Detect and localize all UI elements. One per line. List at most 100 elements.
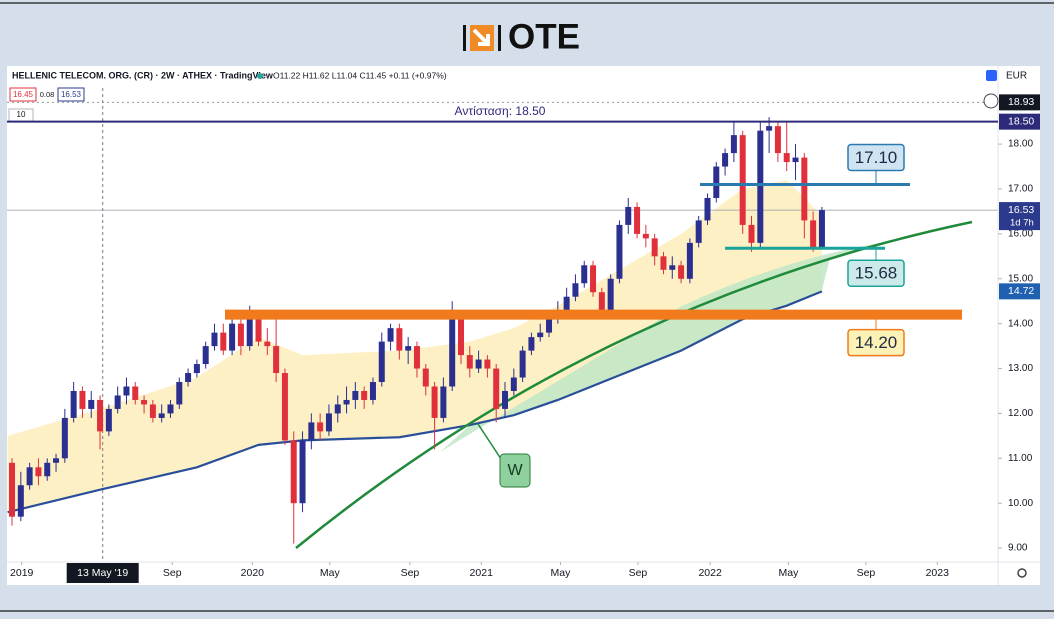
indicator-length[interactable]: 10 — [17, 110, 26, 119]
candle-body — [581, 265, 588, 284]
currency-icon[interactable] — [986, 70, 997, 81]
price-marker-box — [999, 113, 1040, 130]
candle-body — [748, 224, 755, 243]
candle-body — [246, 319, 253, 347]
candle-body — [141, 399, 148, 405]
price-marker-box — [999, 283, 1040, 300]
candle-body — [369, 382, 376, 400]
candle-body — [35, 467, 42, 477]
candle-body — [132, 386, 139, 400]
candle-body — [149, 404, 156, 418]
candle-body — [299, 440, 306, 504]
candle-body — [766, 126, 773, 131]
candle-body — [493, 368, 500, 409]
x-tick-label: May — [320, 567, 341, 579]
candle-body — [642, 233, 649, 239]
y-tick-label: 18.00 — [1008, 139, 1033, 150]
annotation-label: W — [507, 462, 523, 479]
candle-body — [607, 278, 614, 311]
crosshair-label: 13 May '19 — [77, 567, 128, 579]
x-tick-label: 2022 — [698, 567, 722, 579]
candle-body — [757, 130, 764, 243]
candle-body — [317, 422, 324, 432]
annotation-box — [499, 453, 531, 488]
candle-body — [334, 404, 341, 414]
price-marker-label: 16.53 — [1008, 204, 1034, 216]
candle-body — [651, 238, 658, 257]
candle-body — [220, 332, 227, 351]
sell-price[interactable]: 16.45 — [13, 90, 34, 99]
currency[interactable]: EUR — [1006, 71, 1027, 82]
y-tick-label: 17.00 — [1008, 184, 1033, 195]
crosshair-plus[interactable] — [983, 93, 999, 109]
y-tick-label: 9.00 — [1008, 543, 1028, 554]
y-tick-label: 15.00 — [1008, 273, 1033, 284]
band-fill — [7, 180, 822, 513]
candle-body — [264, 341, 271, 347]
logo: OTE — [463, 17, 580, 56]
level-label: 17.10 — [855, 148, 898, 167]
x-tick-label: Sep — [401, 567, 420, 579]
candle-body — [457, 314, 464, 356]
candle-body — [396, 328, 403, 351]
status-dot — [257, 73, 263, 79]
candle-body — [572, 283, 579, 297]
candle-body — [281, 373, 288, 441]
candle-body — [686, 242, 693, 279]
price-countdown: 1d 7h — [1010, 218, 1034, 229]
x-tick-label: Sep — [629, 567, 648, 579]
level-box — [847, 259, 905, 287]
buy-price[interactable]: 16.53 — [61, 90, 82, 99]
candle-body — [61, 417, 68, 459]
x-tick-label: 2020 — [241, 567, 265, 579]
plot-area — [7, 88, 998, 562]
candle-body — [105, 408, 112, 432]
buy-button[interactable] — [57, 87, 85, 102]
candle-body — [739, 135, 746, 225]
x-tick-label: 2023 — [926, 567, 950, 579]
candle-body — [325, 413, 332, 432]
annotation-pointer — [477, 423, 504, 463]
logo-text: OTE — [508, 17, 580, 56]
logo-bar — [498, 25, 501, 51]
logo-arrow — [472, 28, 490, 46]
candle-body — [475, 359, 482, 369]
candle-body — [792, 157, 799, 163]
candle-body — [678, 265, 685, 279]
x-tick-label: May — [551, 567, 572, 579]
candle-body — [722, 153, 729, 167]
candle-body — [26, 467, 33, 486]
settings-icon[interactable] — [1017, 568, 1027, 578]
sell-button[interactable] — [9, 87, 37, 102]
candle-body — [9, 462, 16, 517]
candle-body — [44, 462, 51, 477]
y-tick-label: 12.00 — [1008, 408, 1033, 419]
y-tick-label: 13.00 — [1008, 363, 1033, 374]
candle-body — [361, 390, 368, 400]
candle-body — [17, 485, 24, 517]
candle-body — [273, 346, 280, 374]
candle-body — [713, 166, 720, 198]
level-label: 15.68 — [855, 264, 898, 283]
candle-body — [634, 206, 641, 234]
candle-body — [158, 413, 165, 418]
y-tick-label: 14.00 — [1008, 318, 1033, 329]
y-tick-label: 11.00 — [1008, 453, 1033, 464]
candle-body — [810, 220, 817, 248]
candle-body — [801, 157, 808, 221]
price-marker-label: 18.50 — [1008, 115, 1034, 127]
candle-body — [352, 390, 359, 400]
candle-body — [546, 319, 553, 333]
candle-body — [510, 377, 517, 391]
candle-body — [704, 197, 711, 221]
candle-body — [422, 368, 429, 387]
candle-body — [97, 399, 104, 432]
level-box — [847, 328, 905, 357]
candle-body — [405, 346, 412, 351]
candle-body — [537, 332, 544, 338]
candle-body — [431, 386, 438, 418]
y-tick-label: 10.00 — [1008, 498, 1033, 509]
price-marker-box — [999, 94, 1040, 111]
candle-body — [290, 440, 297, 504]
